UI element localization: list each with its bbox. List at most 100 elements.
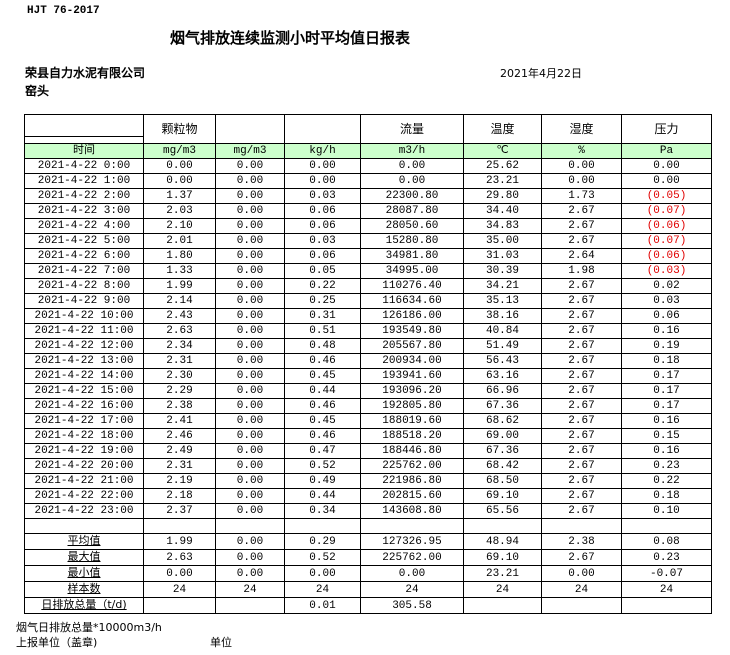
cell: 2.49 [143, 443, 216, 459]
cell-text: 0.23 [653, 460, 680, 472]
cell: 30.39 [463, 263, 542, 279]
table-row: 2021-4-22 20:00 2.31 0.00 0.52 225762.00 68.4… [24, 458, 712, 474]
cell: 23.21 [463, 173, 542, 189]
cell: 25.62 [463, 158, 542, 174]
cell-text: 1.99 [166, 535, 193, 548]
cell-text: 0.51 [309, 325, 336, 337]
table-row: 2021-4-22 17:00 2.41 0.00 0.45 188019.60 68.6… [24, 413, 712, 429]
cell: 0.16 [621, 443, 712, 459]
summary-row: 样本数 24 24 24 24 24 24 24 [24, 581, 712, 598]
cell: 0.23 [621, 549, 712, 566]
cell-text: 34.40 [485, 205, 519, 217]
cell: 0.00 [143, 173, 216, 189]
table-row: 2021-4-22 21:00 2.19 0.00 0.49 221986.80 68.5… [24, 473, 712, 489]
cell: 2021-4-22 12:00 [24, 338, 144, 354]
table-row: 2021-4-22 13:00 2.31 0.00 0.46 200934.00 56.4… [24, 353, 712, 369]
cell: 0.45 [284, 413, 361, 429]
table-row: 2021-4-22 9:00 2.14 0.00 0.25 116634.60 35.13… [24, 293, 712, 309]
cell-text: 24 [172, 583, 187, 596]
table-row: 2021-4-22 23:00 2.37 0.00 0.34 143608.80 65.5… [24, 503, 712, 519]
cell-text: 2021-4-22 17:00 [34, 415, 134, 427]
cell-text: 2.01 [166, 235, 193, 247]
cell: 0.00 [215, 173, 285, 189]
cell [215, 518, 285, 534]
cell-text: % [578, 145, 585, 157]
cell: 时间 [24, 143, 144, 159]
cell-text: 0.44 [309, 385, 336, 397]
cell: 0.44 [284, 383, 361, 399]
cell-text: 2.63 [166, 551, 193, 564]
cell-text: 69.10 [485, 490, 519, 502]
cell: 0.00 [215, 203, 285, 219]
cell-text: 127326.95 [382, 535, 442, 548]
cell-text: 0.00 [309, 175, 336, 187]
cell: 0.00 [215, 218, 285, 234]
cell: 2021-4-22 4:00 [24, 218, 144, 234]
cell: 2021-4-22 18:00 [24, 428, 144, 444]
cell: 0.52 [284, 549, 361, 566]
cell-text: 0.05 [309, 265, 336, 277]
cell: 2.64 [541, 248, 622, 264]
cell-text: 0.00 [653, 160, 680, 172]
cell: 0.17 [621, 383, 712, 399]
cell: 2.67 [541, 338, 622, 354]
cell-text: 24 [574, 583, 589, 596]
cell-text: 30.39 [485, 265, 519, 277]
cell-text: 2021-4-22 6:00 [37, 250, 131, 262]
cell: 0.00 [215, 488, 285, 504]
cell-text: 0.00 [309, 567, 336, 580]
cell: 0.29 [284, 533, 361, 550]
cell: 0.00 [215, 263, 285, 279]
cell: 0.03 [284, 188, 361, 204]
cell: 2.31 [143, 458, 216, 474]
cell-text: 2021-4-22 12:00 [34, 340, 134, 352]
cell: 2.67 [541, 233, 622, 249]
cell-text: 116634.60 [382, 295, 442, 307]
cell: 2021-4-22 23:00 [24, 503, 144, 519]
cell: 2.67 [541, 398, 622, 414]
cell: 2021-4-22 14:00 [24, 368, 144, 384]
cell: 2.67 [541, 278, 622, 294]
cell: 0.00 [541, 158, 622, 174]
cell-text: 2.67 [568, 355, 595, 367]
cell-text: 22300.80 [385, 190, 439, 202]
cell: 24 [215, 581, 285, 598]
cell: 2021-4-22 2:00 [24, 188, 144, 204]
cell: 0.02 [621, 278, 712, 294]
cell-text: 2.67 [568, 220, 595, 232]
cell: 192805.80 [360, 398, 464, 414]
cell-text: 0.00 [236, 250, 264, 262]
cell-text: 0.00 [236, 340, 264, 352]
cell: 0.46 [284, 398, 361, 414]
table-row: 2021-4-22 4:00 2.10 0.00 0.06 28050.60 34.83 2… [24, 218, 712, 234]
report-table: 颗粒物 流量 温度 湿度 压力 时间 mg/m3 mg/m3 kg/h m3/h ℃% Pa 2021-… [24, 114, 712, 614]
cell: 127326.95 [360, 533, 464, 550]
cell [541, 597, 622, 614]
cell-text: 2.67 [568, 505, 595, 517]
unit-label: 单位 [210, 636, 232, 649]
cell: 0.00 [215, 278, 285, 294]
cell-text: Pa [659, 145, 674, 157]
cell-text: 0.00 [236, 445, 264, 457]
cell: 2.43 [143, 308, 216, 324]
cell: 2021-4-22 1:00 [24, 173, 144, 189]
cell-text: 0.00 [236, 370, 264, 382]
cell: 2.46 [143, 428, 216, 444]
cell-text: 2.67 [568, 475, 595, 487]
cell: 188518.20 [360, 428, 464, 444]
cell-text: 63.16 [485, 370, 519, 382]
cell-text: 2021-4-22 1:00 [37, 175, 131, 187]
cell-text: 0.03 [653, 295, 680, 307]
cell-text: 225762.00 [382, 460, 442, 472]
cell-text: 0.31 [309, 310, 336, 322]
company-name: 荣县自力水泥有限公司 [25, 66, 146, 80]
cell-text: 2.19 [166, 475, 193, 487]
cell-text: 0.00 [398, 175, 426, 187]
cell-text: 38.16 [485, 310, 519, 322]
cell-text: 0.16 [653, 415, 680, 427]
cell-text: 0.00 [236, 475, 264, 487]
cell: 2.18 [143, 488, 216, 504]
cell: 202815.60 [360, 488, 464, 504]
cell-text: 0.00 [568, 175, 595, 187]
cell [143, 518, 216, 534]
